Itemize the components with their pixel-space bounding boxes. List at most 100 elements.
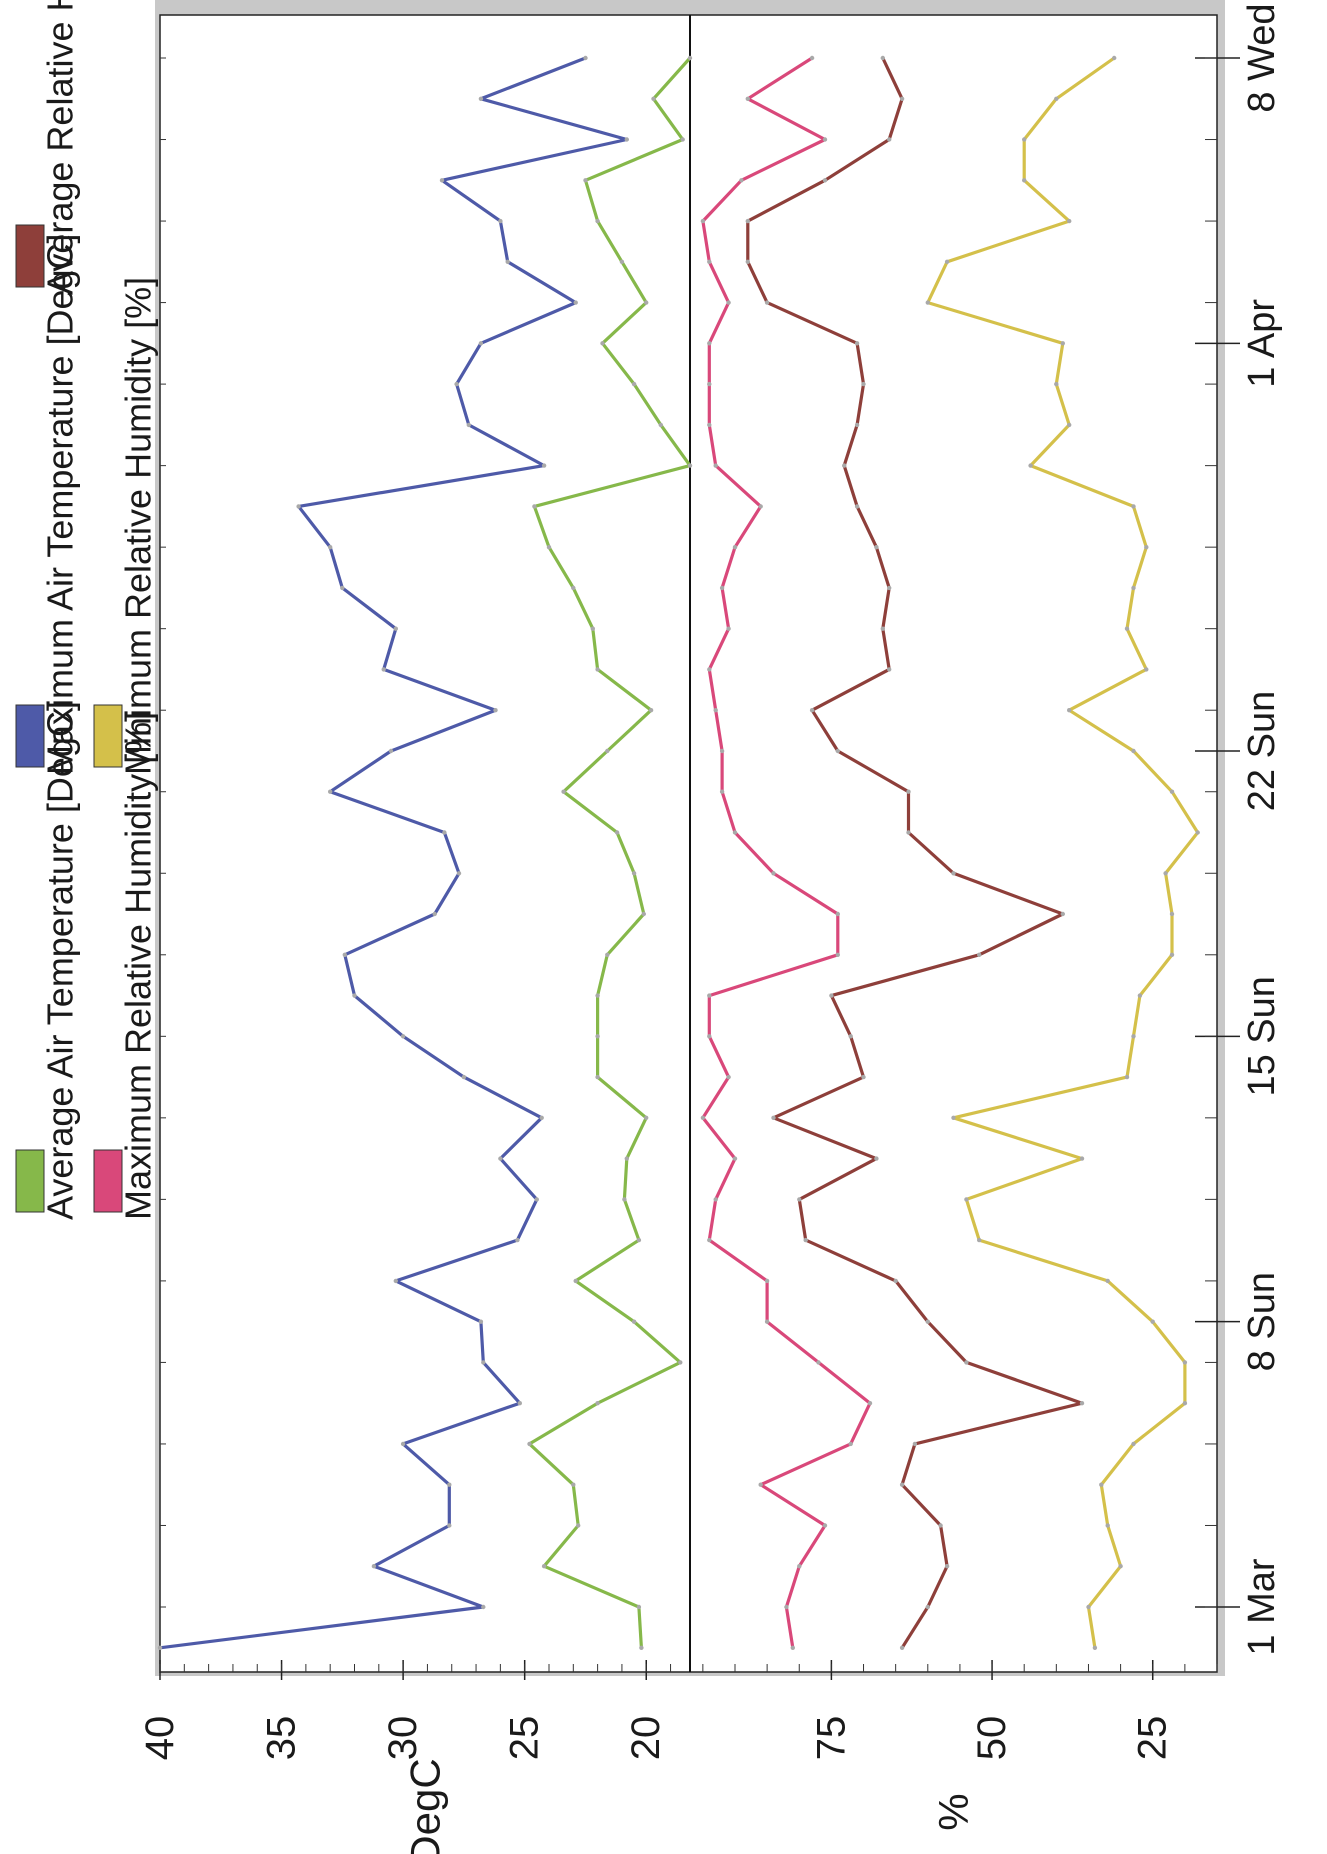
data-point <box>651 96 656 102</box>
data-point <box>848 1034 853 1039</box>
data-point <box>887 585 892 591</box>
data-point <box>925 1319 930 1324</box>
data-point <box>605 748 610 754</box>
data-point <box>726 1074 731 1080</box>
data-point <box>906 830 911 835</box>
data-point <box>964 1360 969 1365</box>
data-point <box>478 96 484 102</box>
legend-label: Maximum Air Temperature [DegC] <box>40 233 81 775</box>
data-point <box>539 1115 544 1121</box>
data-point <box>771 1115 776 1121</box>
data-point <box>707 259 712 264</box>
data-point <box>1137 993 1143 998</box>
data-point <box>532 504 537 509</box>
legend: Average Air Temperature [DegC]Maximum Ai… <box>15 0 159 1220</box>
y-tick-label: 20 <box>624 1716 668 1761</box>
data-point <box>707 1237 712 1243</box>
y-tick-label: 75 <box>809 1716 853 1761</box>
data-point <box>745 218 750 224</box>
data-point <box>505 259 510 264</box>
data-point <box>1099 1482 1104 1487</box>
data-point <box>493 708 498 713</box>
data-point <box>481 1360 486 1365</box>
data-point <box>439 178 445 183</box>
data-point <box>648 708 654 713</box>
data-point <box>784 1604 789 1610</box>
data-point <box>583 178 588 183</box>
data-point <box>880 55 885 61</box>
data-point <box>822 178 828 183</box>
data-point <box>478 341 484 346</box>
data-point <box>1118 1564 1123 1569</box>
y-tick-label: 35 <box>260 1716 304 1761</box>
legend-swatch <box>93 704 123 768</box>
data-point <box>342 952 347 957</box>
data-point <box>478 1319 484 1324</box>
data-point <box>1067 708 1072 713</box>
data-point <box>481 1604 486 1610</box>
data-point <box>454 381 459 387</box>
data-point <box>732 1156 738 1161</box>
data-point <box>816 1360 821 1365</box>
y-tick-label: 25 <box>503 1716 547 1761</box>
data-point <box>713 708 718 713</box>
data-point <box>546 545 552 550</box>
data-point <box>583 55 588 61</box>
legend-label: Minimum Relative Humidity [%] <box>118 277 159 775</box>
data-point <box>678 1360 683 1365</box>
data-point <box>887 667 892 672</box>
x-tick-label: 1 Mar <box>1241 1558 1283 1655</box>
data-point <box>658 422 663 428</box>
data-point <box>842 463 847 468</box>
data-point <box>893 1278 898 1284</box>
x-tick-label: 8 Sun <box>1241 1272 1283 1371</box>
y-tick-label: 25 <box>1131 1716 1175 1761</box>
data-point <box>700 218 706 224</box>
data-point <box>1105 1278 1110 1284</box>
data-point <box>1169 952 1175 957</box>
data-point <box>1163 871 1168 876</box>
data-point <box>447 1523 452 1528</box>
plot-background <box>160 15 1217 1672</box>
data-point <box>1105 1523 1110 1528</box>
data-point <box>388 748 394 754</box>
data-point <box>1079 1156 1085 1161</box>
data-point <box>854 504 860 509</box>
data-point <box>447 1482 452 1487</box>
data-point <box>1054 381 1059 387</box>
data-point <box>790 1645 795 1651</box>
data-point <box>1195 830 1200 835</box>
data-point <box>631 381 637 387</box>
series-line-minimum-relative-humidity- <box>926 56 1200 1649</box>
data-point <box>854 341 860 346</box>
data-point <box>1131 748 1136 754</box>
data-point <box>498 1156 503 1161</box>
data-point <box>861 381 866 387</box>
data-point <box>758 504 763 509</box>
data-point <box>707 1034 712 1039</box>
data-point <box>951 1115 956 1121</box>
x-tick-label: 15 Sun <box>1241 976 1283 1096</box>
data-point <box>835 952 840 957</box>
data-point <box>157 1645 163 1651</box>
series-line-average-relative-humidity- <box>746 57 1084 1649</box>
data-point <box>719 748 725 754</box>
data-point <box>1086 1604 1091 1610</box>
data-point <box>352 993 357 998</box>
data-point <box>639 1645 644 1651</box>
data-point <box>619 259 625 264</box>
data-point <box>393 626 398 631</box>
data-point <box>713 1197 718 1202</box>
data-point <box>707 422 712 428</box>
data-point <box>498 218 503 224</box>
data-point <box>713 463 718 468</box>
data-point <box>764 1319 770 1324</box>
data-point <box>707 341 712 346</box>
data-point <box>707 381 712 387</box>
data-point <box>624 1156 629 1161</box>
data-point <box>1131 1441 1136 1447</box>
data-point <box>764 1278 770 1284</box>
series-line-maximum-relative-humidity- <box>701 56 872 1649</box>
data-point <box>739 178 744 183</box>
data-point <box>925 300 930 305</box>
